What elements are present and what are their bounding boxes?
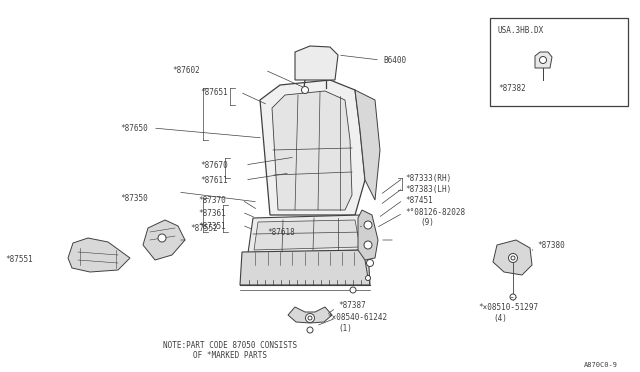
Polygon shape	[254, 220, 360, 250]
Text: *87380: *87380	[537, 241, 564, 250]
Text: B6400: B6400	[383, 55, 406, 64]
Text: (9): (9)	[420, 218, 434, 227]
Polygon shape	[260, 80, 365, 215]
Text: *87651: *87651	[200, 87, 228, 96]
Circle shape	[367, 260, 374, 266]
Circle shape	[365, 276, 371, 280]
Polygon shape	[535, 52, 552, 68]
Circle shape	[510, 294, 516, 300]
Text: *×08510-51297: *×08510-51297	[478, 302, 538, 311]
Circle shape	[364, 221, 372, 229]
Text: OF *MARKED PARTS: OF *MARKED PARTS	[193, 352, 267, 360]
Text: *87350: *87350	[120, 193, 148, 202]
Text: *87650: *87650	[120, 124, 148, 132]
Text: *87387: *87387	[338, 301, 365, 310]
Circle shape	[350, 287, 356, 293]
Circle shape	[540, 57, 547, 64]
Circle shape	[305, 314, 314, 323]
Circle shape	[158, 234, 166, 242]
Circle shape	[301, 87, 308, 93]
Polygon shape	[248, 215, 365, 253]
Text: *87552: *87552	[190, 224, 218, 232]
Text: *87451: *87451	[405, 196, 433, 205]
Polygon shape	[288, 307, 332, 323]
Text: A870C0-9: A870C0-9	[584, 362, 618, 368]
Text: *87351: *87351	[198, 221, 226, 231]
Text: USA.3HB.DX: USA.3HB.DX	[498, 26, 544, 35]
Polygon shape	[295, 46, 338, 80]
Text: (1): (1)	[338, 324, 352, 334]
Polygon shape	[272, 91, 352, 210]
Polygon shape	[240, 250, 370, 285]
Text: *87383(LH): *87383(LH)	[405, 185, 451, 193]
Text: (4): (4)	[493, 314, 507, 323]
Circle shape	[364, 241, 372, 249]
Text: *87382: *87382	[498, 83, 525, 93]
Text: *°08126-82028: *°08126-82028	[405, 208, 465, 217]
Text: *87370: *87370	[198, 196, 226, 205]
Text: *87333(RH): *87333(RH)	[405, 173, 451, 183]
Circle shape	[509, 253, 518, 263]
Polygon shape	[358, 210, 378, 260]
Bar	[490, 18, 628, 106]
Text: *×08540-61242: *×08540-61242	[327, 314, 387, 323]
Circle shape	[511, 256, 515, 260]
Text: *87618: *87618	[268, 228, 295, 237]
Text: *87611: *87611	[200, 176, 228, 185]
Text: NOTE:PART CODE 87050 CONSISTS: NOTE:PART CODE 87050 CONSISTS	[163, 340, 297, 350]
Text: *87361: *87361	[198, 208, 226, 218]
Polygon shape	[68, 238, 130, 272]
Polygon shape	[143, 220, 185, 260]
Text: *87551: *87551	[5, 256, 33, 264]
Text: *87602: *87602	[172, 65, 200, 74]
Polygon shape	[355, 90, 380, 200]
Circle shape	[308, 316, 312, 320]
Circle shape	[307, 327, 313, 333]
Text: *87670: *87670	[200, 160, 228, 170]
Polygon shape	[493, 240, 532, 275]
